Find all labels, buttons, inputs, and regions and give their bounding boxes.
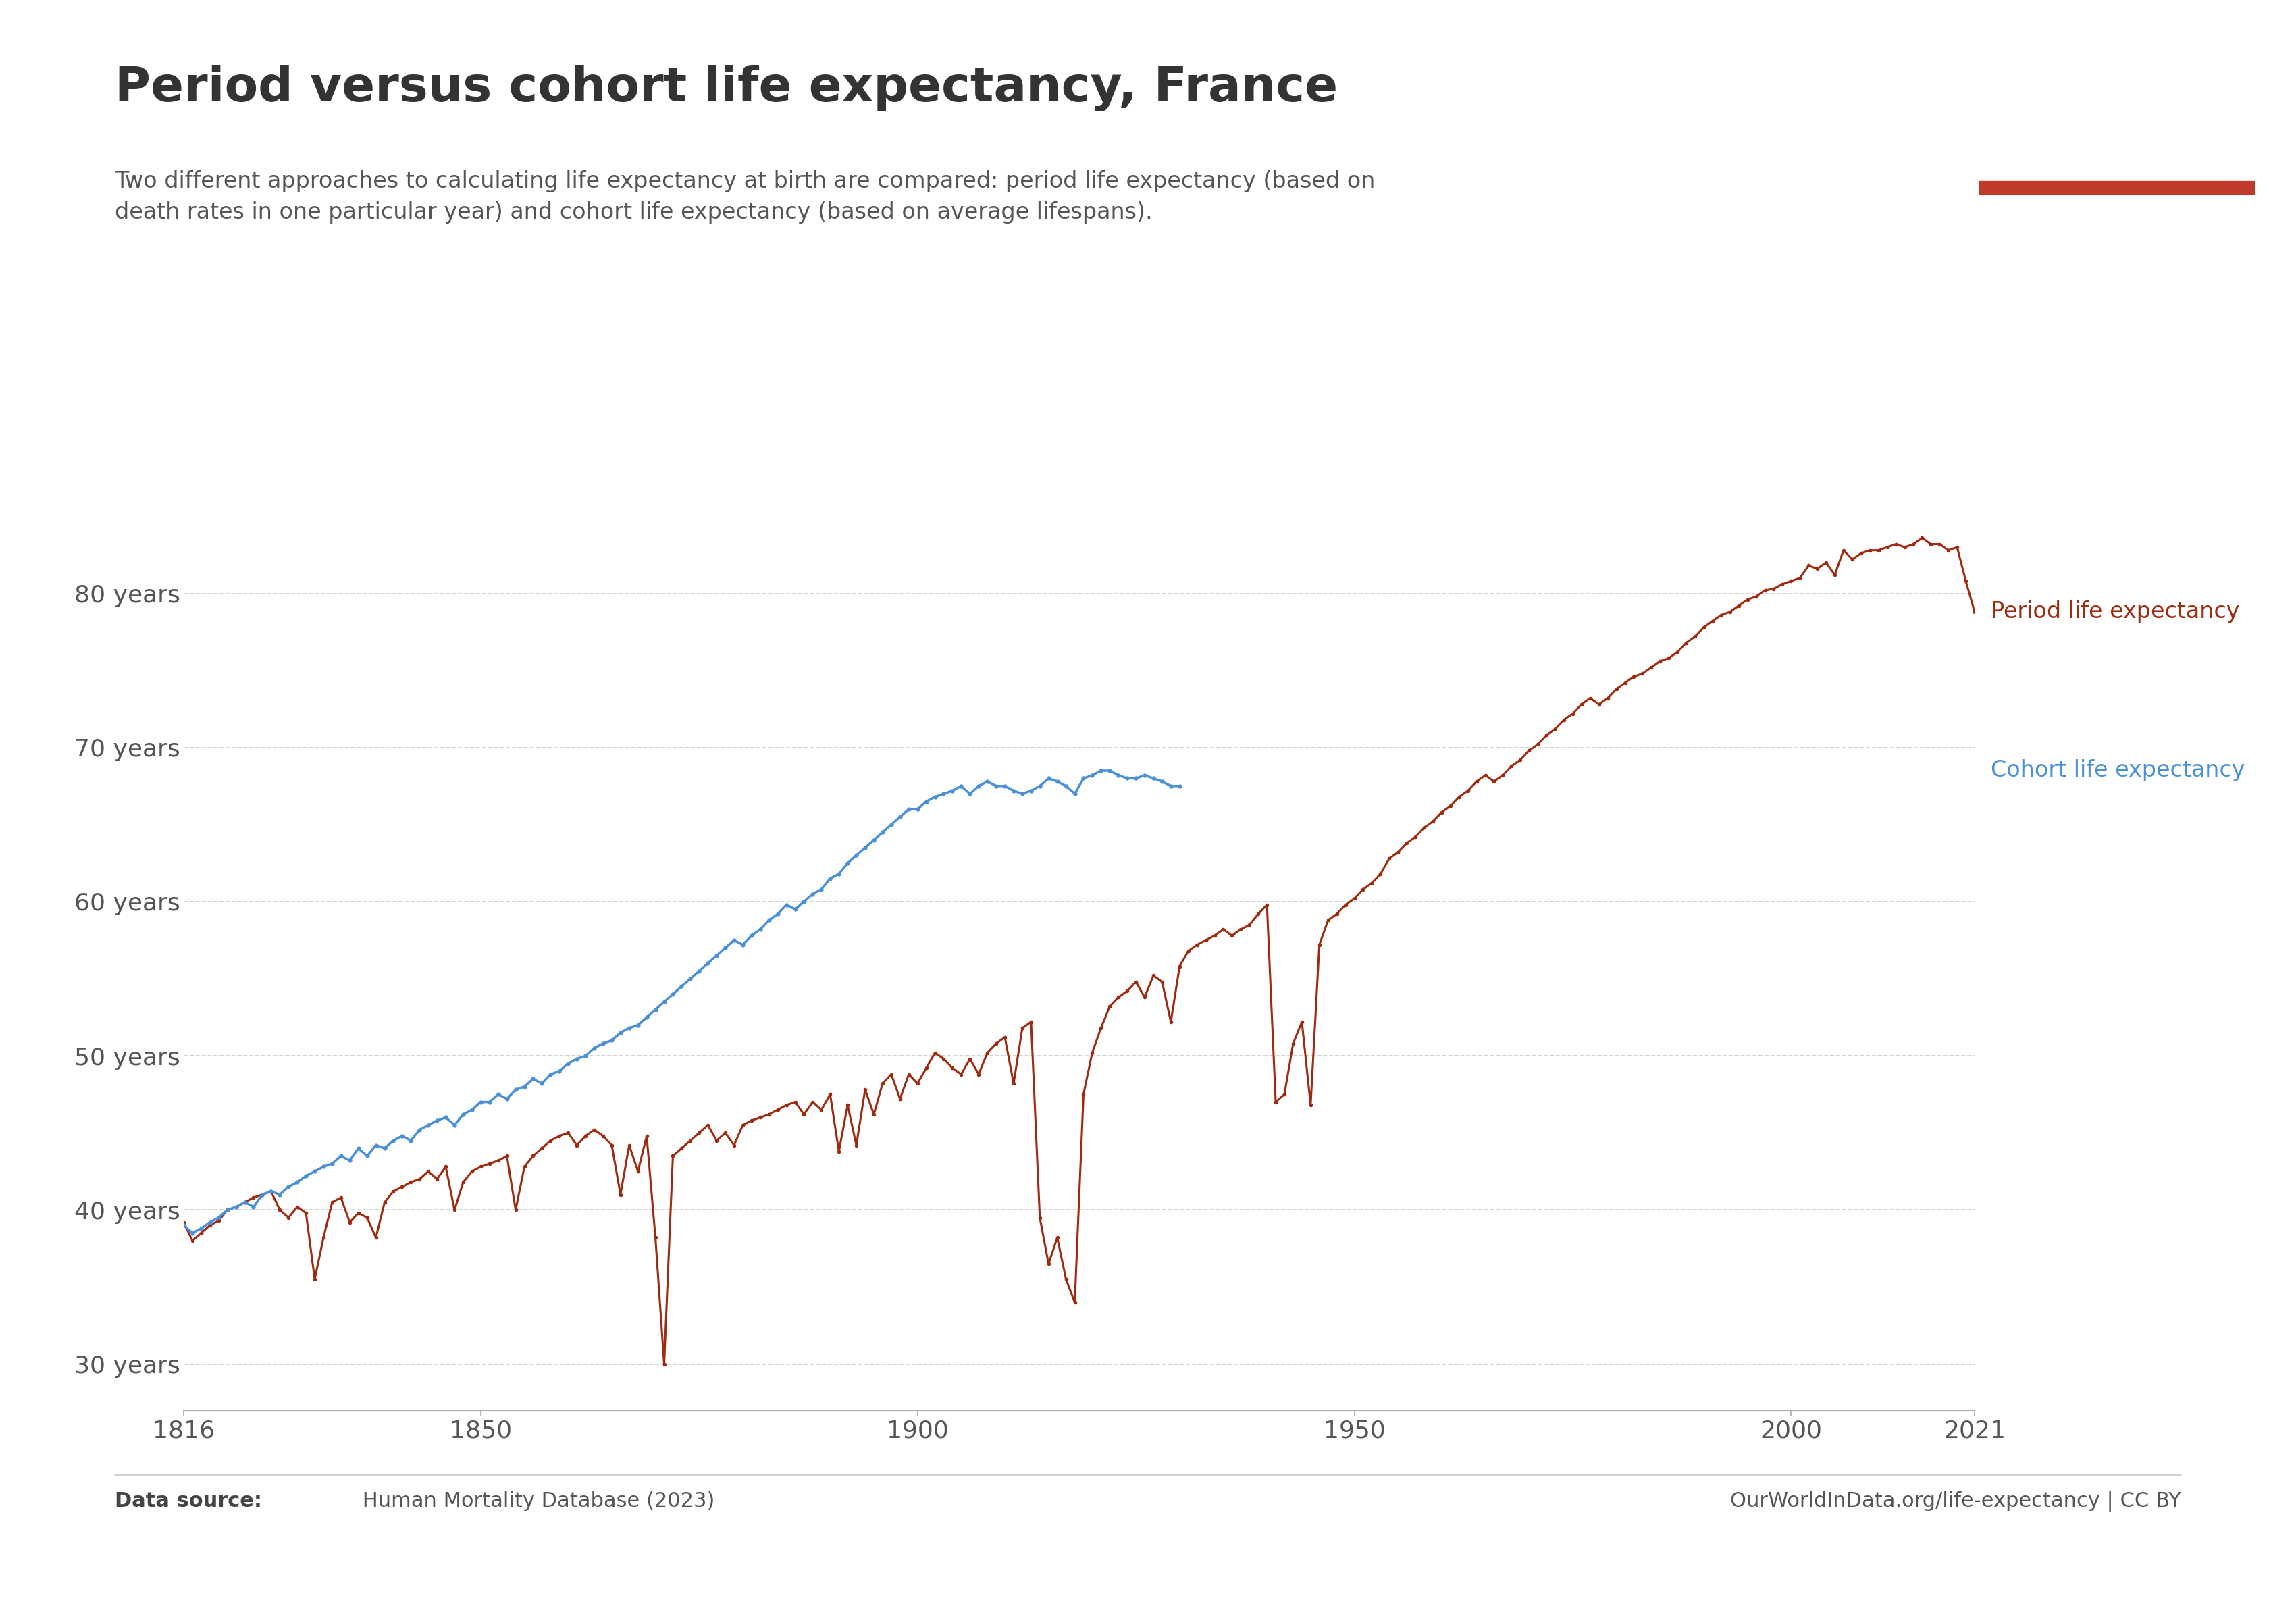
Bar <box>1979 182 2255 195</box>
Text: Human Mortality Database (2023): Human Mortality Database (2023) <box>356 1491 714 1511</box>
Text: Two different approaches to calculating life expectancy at birth are compared: p: Two different approaches to calculating … <box>115 170 1375 224</box>
Text: Our World: Our World <box>2041 76 2193 102</box>
Text: Period life expectancy: Period life expectancy <box>1991 601 2239 622</box>
Text: in Data: in Data <box>2064 126 2170 152</box>
Text: Period versus cohort life expectancy, France: Period versus cohort life expectancy, Fr… <box>115 65 1339 112</box>
Text: Data source:: Data source: <box>115 1491 262 1511</box>
Text: Cohort life expectancy: Cohort life expectancy <box>1991 760 2245 781</box>
Text: OurWorldInData.org/life-expectancy | CC BY: OurWorldInData.org/life-expectancy | CC … <box>1731 1491 2181 1512</box>
